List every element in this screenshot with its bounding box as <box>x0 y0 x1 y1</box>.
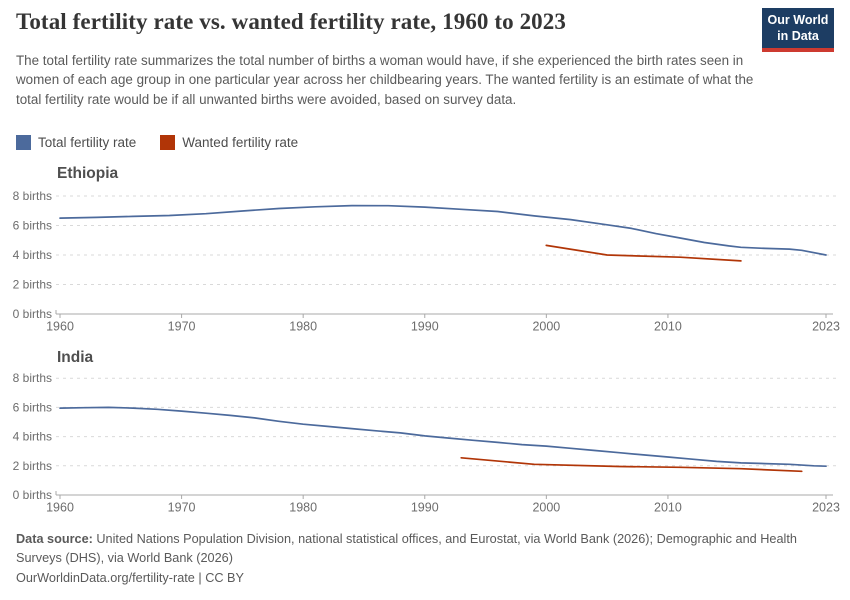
chart-subtitle: The total fertility rate summarizes the … <box>16 53 754 107</box>
chart-panel-india: 0 births 2 births 4 births 6 births 8 births… <box>13 371 840 514</box>
page-title: Total fertility rate vs. wanted fertilit… <box>16 9 566 34</box>
x-tick-label: 1980 <box>289 501 317 515</box>
x-tick-label: 1990 <box>411 501 439 515</box>
y-tick-label: 6 births <box>13 400 52 414</box>
legend-item-wanted-fertility[interactable]: Wanted fertility rate <box>160 135 298 150</box>
y-tick-label: 4 births <box>13 248 52 262</box>
panel-title-india: India <box>57 349 94 366</box>
y-tick-label: 4 births <box>13 430 52 444</box>
chart-legend: Total fertility rate Wanted fertility ra… <box>16 135 298 150</box>
owid-logo-line1: Our World <box>767 13 829 27</box>
total-fertility-rate-line-ethiopia[interactable] <box>59 204 827 256</box>
legend-swatch-wanted-fertility <box>160 135 176 150</box>
panel-title-ethiopia: Ethiopia <box>57 165 119 182</box>
y-tick-label: 2 births <box>13 278 52 292</box>
x-tick-label: 2023 <box>812 501 840 515</box>
wanted-fertility-rate-line-india[interactable] <box>460 456 803 473</box>
legend-label-wanted-fertility: Wanted fertility rate <box>182 135 299 150</box>
chart-panel-ethiopia: 0 births 2 births 4 births 6 births 8 births… <box>13 189 840 334</box>
chart-footer: Data source: United Nations Population D… <box>16 530 836 588</box>
x-tick-label: 1980 <box>289 320 317 334</box>
x-tick-label: 1960 <box>46 501 74 515</box>
x-tick-label: 2000 <box>532 501 560 515</box>
x-tick-label: 2010 <box>654 320 682 334</box>
y-tick-label: 2 births <box>13 459 52 473</box>
y-tick-label: 6 births <box>13 219 52 233</box>
x-tick-label: 2023 <box>812 320 840 334</box>
license-link: OurWorldinData.org/fertility-rate | CC B… <box>16 571 244 586</box>
y-tick-label: 0 births <box>13 488 52 502</box>
y-tick-label: 0 births <box>13 307 52 321</box>
x-tick-label: 1970 <box>168 501 196 515</box>
data-source-text: United Nations Population Division, nati… <box>16 532 797 565</box>
owid-logo: Our World in Data <box>762 8 834 52</box>
y-tick-label: 8 births <box>13 371 52 385</box>
x-tick-label: 1970 <box>168 320 196 334</box>
legend-label-total-fertility: Total fertility rate <box>38 135 137 150</box>
x-tick-label: 1990 <box>411 320 439 334</box>
x-tick-label: 2000 <box>532 320 560 334</box>
legend-item-total-fertility[interactable]: Total fertility rate <box>16 135 136 150</box>
x-tick-label: 2010 <box>654 501 682 515</box>
data-source-label: Data source: <box>16 532 93 546</box>
owid-logo-line2: in Data <box>777 28 819 43</box>
x-tick-label: 1960 <box>46 320 74 334</box>
data-source-line: Data source: United Nations Population D… <box>16 530 836 567</box>
legend-swatch-total-fertility <box>16 135 31 150</box>
wanted-fertility-rate-line-ethiopia[interactable] <box>545 244 742 262</box>
y-tick-label: 8 births <box>13 189 52 203</box>
total-fertility-rate-line-india[interactable] <box>59 406 827 468</box>
